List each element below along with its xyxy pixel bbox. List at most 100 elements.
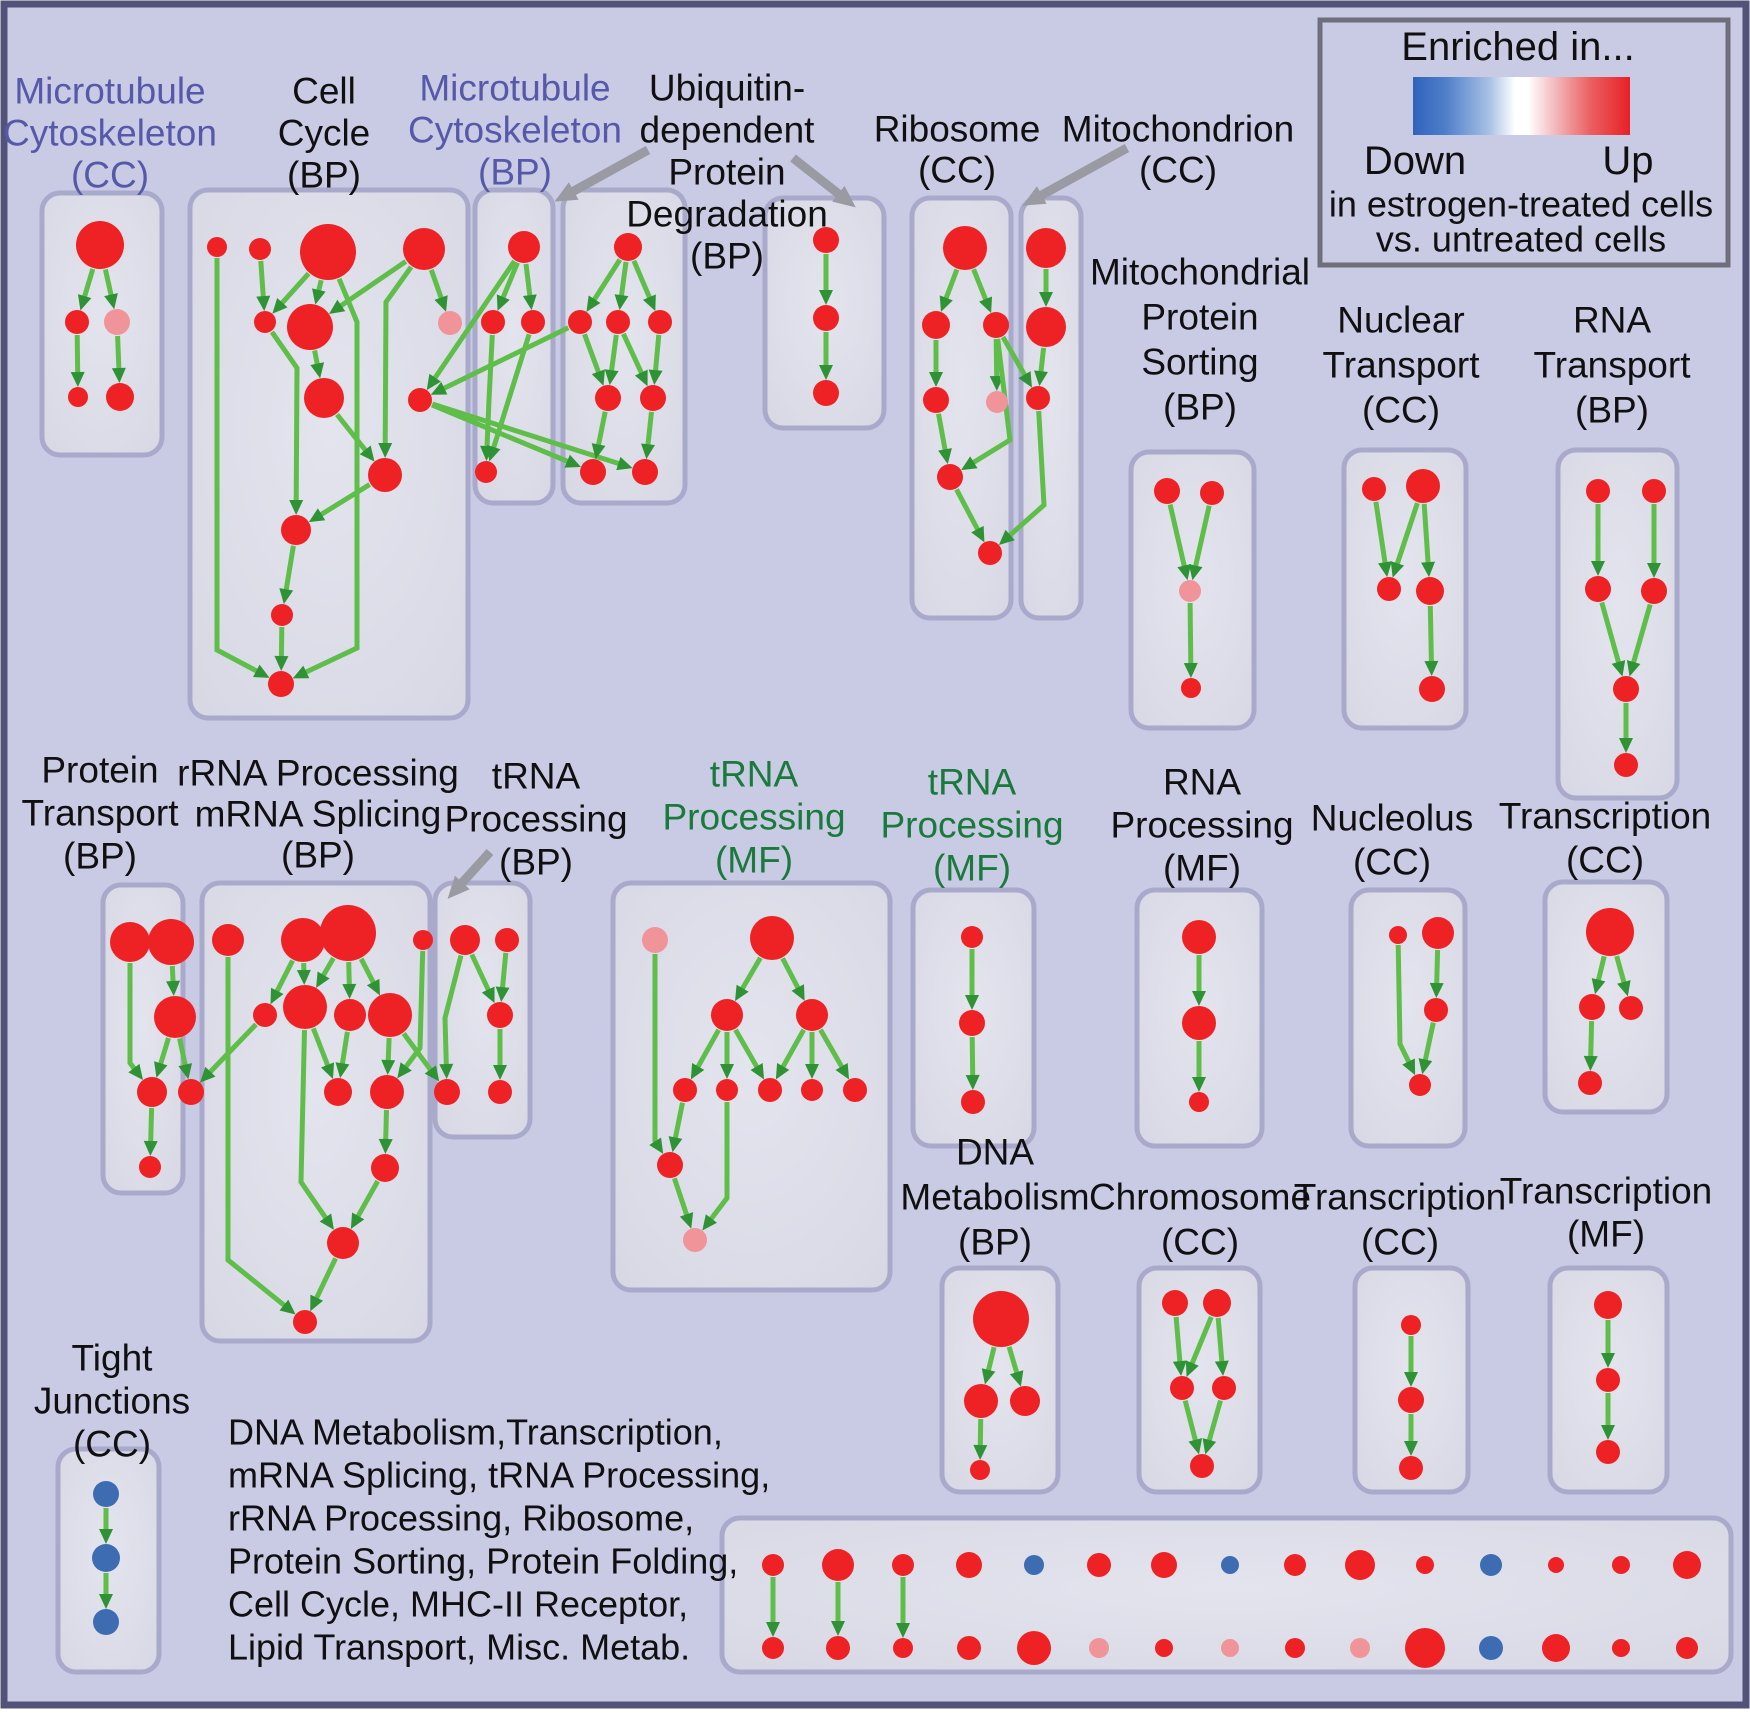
go-term-node-bm6t [1087, 1553, 1111, 1577]
cluster-label-ribosome-line1: (CC) [918, 150, 996, 191]
edge-t2b-t2c [965, 1036, 980, 1090]
go-term-node-bm8b [1221, 1639, 1239, 1657]
edge-u1c-u1e [604, 334, 619, 386]
cluster-labels-layer: MicrotubuleCytoskeleton(CC)CellCycle(BP)… [3, 68, 1712, 1465]
cluster-label-protein-transport-line2: (BP) [63, 836, 137, 877]
legend-up-label: Up [1602, 139, 1653, 183]
go-term-node-bm4b [957, 1636, 981, 1660]
edge-cc7-cc8 [335, 412, 375, 462]
go-term-node-cc5 [254, 311, 276, 333]
cluster-label-trna-processing-mf-2-line1: Processing [880, 805, 1063, 846]
cluster-box-chromosome [1136, 1265, 1263, 1495]
go-term-node-pt4 [137, 1077, 167, 1107]
cluster-label-nucleolus-line1: (CC) [1353, 842, 1431, 883]
go-term-node-tmpk [642, 927, 668, 953]
edge-pt1-pt4 [127, 963, 143, 1081]
edge-tmm-tmsink [672, 1177, 694, 1229]
go-term-node-rb5 [986, 391, 1008, 413]
go-term-node-nud [1409, 1074, 1431, 1096]
go-term-node-tmsink [683, 1228, 707, 1252]
go-term-node-bm9b [1285, 1638, 1305, 1658]
go-term-node-bm9t [1284, 1554, 1306, 1576]
cluster-label-nuclear-transport-line0: Nuclear [1337, 300, 1465, 341]
go-term-node-ms2 [1200, 481, 1224, 505]
go-term-node-rpc [1189, 1092, 1209, 1112]
go-term-node-bm15b [1676, 1637, 1698, 1659]
edge-tmtop-tmhr [780, 957, 805, 1001]
edge-u1c-u1f [621, 332, 648, 387]
go-term-node-tbb [495, 928, 519, 952]
go-term-node-dmc [1010, 1386, 1040, 1416]
edge-u1b-u1e [582, 333, 605, 386]
go-term-node-rpa [1182, 920, 1216, 954]
go-term-node-mc2 [65, 310, 89, 334]
cluster-label-ubiquitin-degradation-line4: (BP) [690, 236, 764, 277]
edge-tbb-tbc [495, 952, 510, 1003]
legend-title: Enriched in... [1401, 25, 1634, 69]
go-term-node-mc3 [104, 309, 130, 335]
edge-nua-nud [1395, 944, 1416, 1076]
go-term-node-rr2 [281, 918, 325, 962]
edge-mt2-mt3 [1034, 347, 1048, 387]
go-term-node-rr6 [283, 985, 327, 1029]
cluster-label-nucleolus-line0: Nucleolus [1311, 798, 1473, 839]
go-term-node-tja [93, 1481, 119, 1507]
go-term-node-rr4 [413, 930, 433, 950]
cluster-label-microtubule-bp-line2: (BP) [478, 152, 552, 193]
footnote-text-line1: mRNA Splicing, tRNA Processing, [228, 1455, 770, 1496]
go-term-node-dma [973, 1291, 1029, 1347]
edge-rb3-rb6 [961, 338, 1013, 471]
edge-cc3-cc6 [312, 279, 326, 305]
edge-mb1-mb2 [496, 261, 520, 311]
edge-chc-che [1182, 1399, 1203, 1455]
go-term-node-bm13b [1542, 1634, 1570, 1662]
cluster-label-trna-processing-bp-line2: (BP) [499, 842, 573, 883]
cluster-label-chromosome-line1: (CC) [1161, 1222, 1239, 1263]
go-term-node-bm2t [822, 1549, 854, 1581]
go-term-node-rr3 [320, 905, 376, 961]
legend-box [1317, 17, 1731, 268]
go-term-node-rb1 [943, 226, 987, 270]
footnote-text-line2: rRNA Processing, Ribosome, [228, 1498, 694, 1539]
go-term-node-u1d [648, 310, 672, 334]
edge-cch-u1h [431, 401, 633, 471]
edge-nuc-nud [1418, 1022, 1436, 1075]
cluster-label-microtubule-bp-line0: Microtubule [419, 68, 610, 109]
edge-pt3-pt5 [177, 1037, 193, 1080]
go-term-node-rpb [1182, 1006, 1216, 1040]
edge-tca-tcb [1591, 955, 1607, 995]
cluster-label-transcription-cc-bot-line0: Transcription [1294, 1177, 1506, 1218]
cluster-label-chromosome-line0: Chromosome [1089, 1177, 1311, 1218]
cluster-box-rrna-mrna [199, 880, 433, 1344]
edge-rb1-rb3 [971, 268, 993, 313]
go-term-node-u1f [640, 385, 666, 411]
go-term-node-ms1 [1154, 478, 1180, 504]
edge-rb1-rb2 [939, 268, 960, 312]
go-term-node-rt6 [1614, 753, 1638, 777]
go-term-node-tba [450, 925, 480, 955]
go-term-node-nt1 [1362, 477, 1386, 501]
go-term-node-tmhr [796, 999, 828, 1031]
go-term-node-u2a [813, 227, 839, 253]
cluster-label-transcription-mf-line0: Transcription [1500, 1171, 1712, 1212]
go-term-node-bm6b [1089, 1638, 1109, 1658]
go-term-node-tcc [1619, 996, 1643, 1020]
edge-mb1-cch [426, 259, 517, 391]
edge-mb3-mb4 [487, 333, 532, 462]
go-term-node-bm11t [1416, 1556, 1434, 1574]
cluster-box-dna-metabolism [939, 1265, 1061, 1495]
edge-u1d-u1f [648, 334, 663, 386]
go-term-node-u1h [632, 459, 658, 485]
edge-nt1-nt3 [1373, 501, 1392, 578]
cluster-label-microtubule-cc-line1: Cytoskeleton [3, 113, 217, 154]
go-term-node-u1b [568, 310, 592, 334]
go-term-node-cc10 [271, 604, 293, 626]
cluster-label-dna-metabolism-line0: DNA [956, 1132, 1034, 1173]
go-term-node-t3a [1401, 1315, 1421, 1335]
go-term-node-bm7t [1151, 1552, 1177, 1578]
go-term-node-che [1190, 1454, 1214, 1478]
edge-u1e-u1g [591, 411, 608, 460]
edge-cha-chc [1172, 1316, 1187, 1377]
edge-tmhl-tms1 [690, 1028, 721, 1080]
go-term-node-u2c [813, 380, 839, 406]
